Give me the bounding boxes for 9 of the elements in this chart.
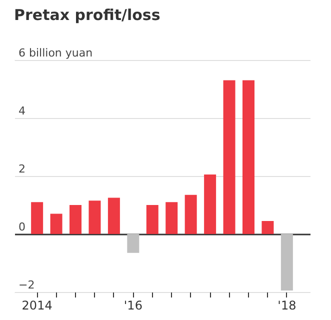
x-tick-label: 2014 (22, 298, 52, 312)
y-tick-label: −2 (18, 278, 35, 292)
y-tick-label: 2 (18, 162, 26, 176)
x-tick-label: '16 (124, 298, 142, 312)
x-tick-label: '18 (278, 298, 296, 312)
y-tick-label: 4 (18, 104, 26, 118)
chart-title: Pretax profit/loss (14, 6, 160, 24)
y-tick-label: 6 billion yuan (18, 46, 93, 60)
y-tick-label: 0 (18, 220, 26, 234)
